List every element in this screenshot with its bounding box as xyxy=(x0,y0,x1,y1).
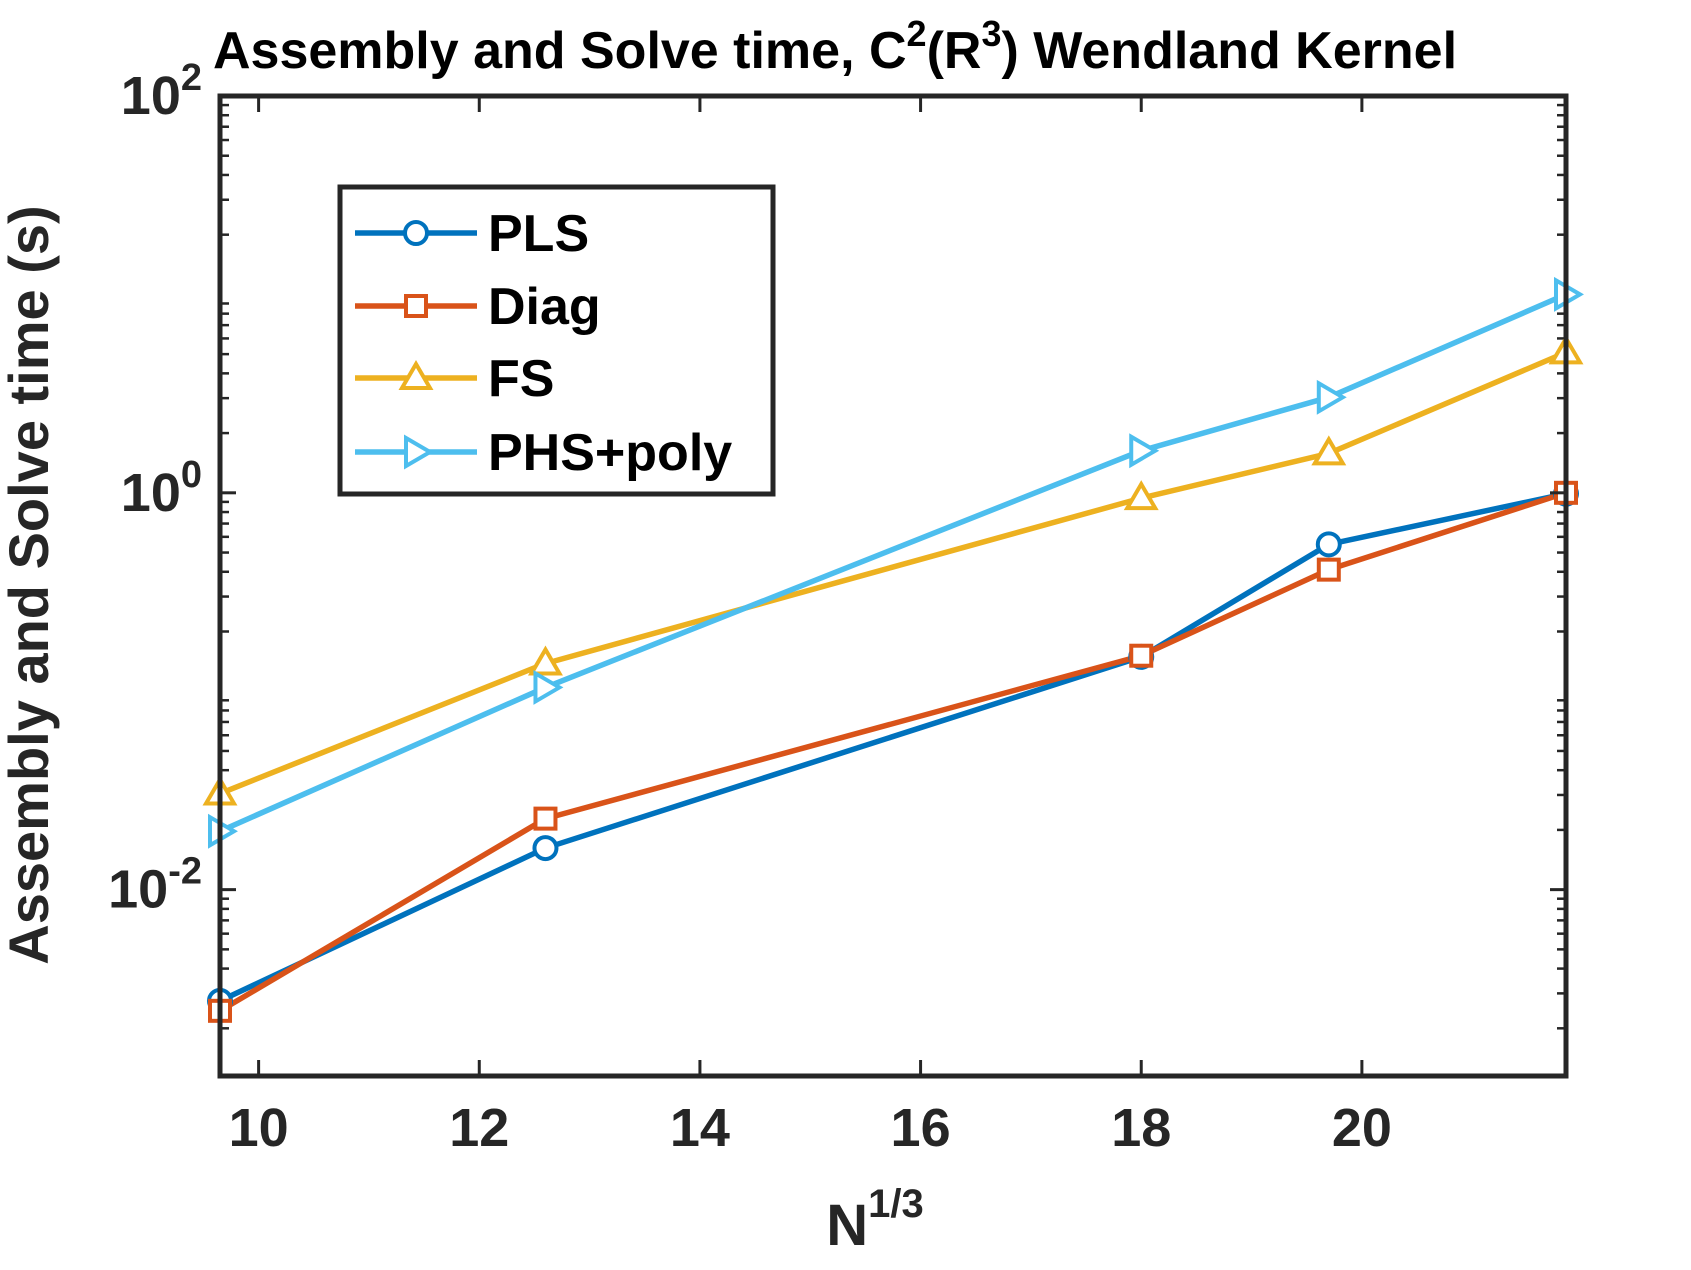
x-tick-label: 20 xyxy=(1332,1098,1392,1158)
data-point-fs xyxy=(527,645,563,676)
data-point-phs-poly xyxy=(1129,433,1160,469)
data-point-fs xyxy=(1123,480,1159,511)
legend-label-pls: PLS xyxy=(488,205,589,263)
y-axis-label: Assembly and Solve time (s) xyxy=(0,205,60,964)
data-point-fs xyxy=(1311,435,1347,466)
legend-marker-fs xyxy=(398,360,434,390)
series-line-diag xyxy=(218,490,1567,1014)
x-tick-labels: 10 12 14 16 18 20 xyxy=(229,1098,1392,1158)
x-tick-label: 12 xyxy=(449,1098,509,1158)
data-point-diag xyxy=(1316,557,1341,582)
legend: PLS Diag FS PHS+poly xyxy=(337,184,776,497)
data-point-pls xyxy=(532,835,559,862)
y-tick-labels: 10-2 100 102 xyxy=(108,57,202,920)
y-tick-label: 102 xyxy=(121,57,202,126)
legend-label-phs-poly: PHS+poly xyxy=(488,424,732,482)
axis-ticks xyxy=(220,94,1566,1076)
legend-marker-pls xyxy=(403,220,429,246)
y-tick-label: 10-2 xyxy=(108,851,202,920)
legend-label-fs: FS xyxy=(488,350,554,408)
data-point-phs-poly xyxy=(1316,379,1347,415)
data-point-diag xyxy=(533,806,558,831)
axes-box xyxy=(217,93,1569,1079)
legend-marker-phs-poly xyxy=(404,434,434,470)
x-tick-label: 18 xyxy=(1111,1098,1171,1158)
x-tick-label: 16 xyxy=(891,1098,951,1158)
data-point-diag xyxy=(1129,643,1154,668)
legend-label-diag: Diag xyxy=(488,278,601,336)
legend-marker-diag xyxy=(404,294,428,318)
y-tick-label: 100 xyxy=(121,454,202,523)
x-tick-label: 10 xyxy=(229,1098,289,1158)
x-tick-label: 14 xyxy=(670,1098,730,1158)
data-point-pls xyxy=(1315,531,1342,558)
data-point-phs-poly xyxy=(533,669,564,705)
x-axis-label: N1/3 xyxy=(826,1182,924,1258)
chart-title: Assembly and Solve time, C2(R3) Wendland… xyxy=(213,13,1457,80)
